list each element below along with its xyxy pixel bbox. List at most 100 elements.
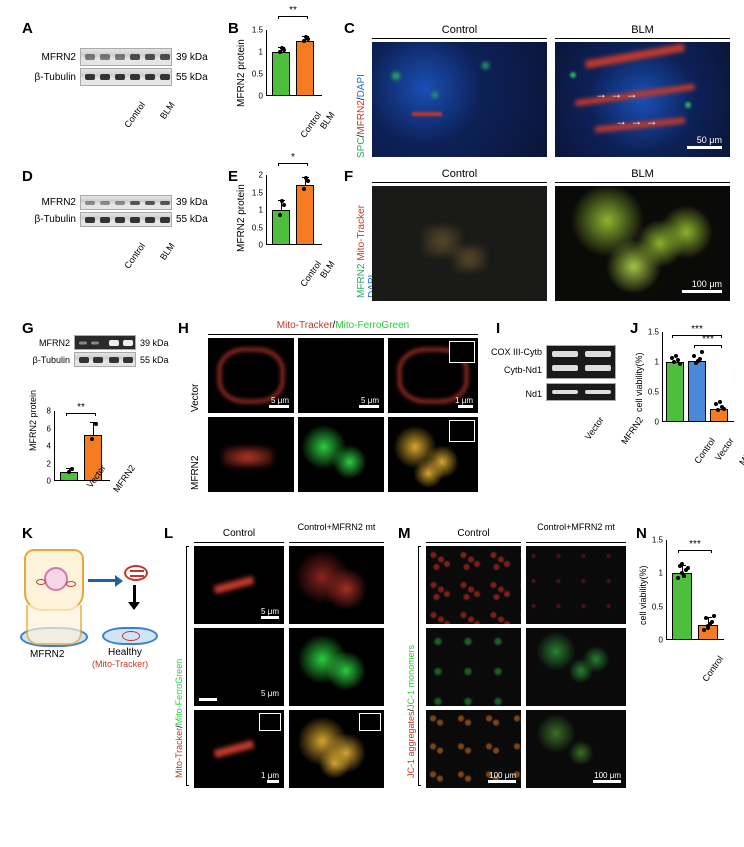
blot-strip — [74, 352, 136, 367]
e-ylabel: MFRN2 protein — [236, 183, 247, 253]
m-legend: JC-1 aggregates/JC-1 monomers — [406, 548, 416, 778]
micro-blm: 100 μm — [555, 186, 730, 301]
panel-d-label: D — [22, 168, 33, 185]
panel-b-chart: MFRN2 protein 0 0.5 1 1.5 ** Control BLM — [240, 30, 296, 96]
xlab: Vector — [85, 463, 108, 490]
bar-control — [666, 362, 684, 422]
band-nd1: Nd1 — [490, 389, 542, 399]
tick: 1 — [259, 47, 263, 56]
hdr-mfrn2mt: Control+MFRN2 mt — [526, 522, 626, 532]
hdr-mfrn2mt: Control+MFRN2 mt — [289, 522, 384, 532]
h-vector-red: 5 μm — [208, 338, 294, 413]
tick: 6 — [47, 424, 51, 433]
m-c-merge: 100 μm — [426, 710, 521, 788]
k-label-mt: (Mito-Tracker) — [92, 659, 148, 669]
c-legend: SPC/MFRN2/DAPI — [356, 48, 367, 158]
protein-mfrn2: MFRN2 — [32, 338, 70, 348]
size-55: 55 kDa — [140, 355, 169, 365]
panel-k-label: K — [22, 525, 33, 542]
l-m-green — [289, 628, 384, 706]
tick: 2 — [47, 459, 51, 468]
xlab: Vector — [713, 436, 736, 463]
micro-control — [372, 42, 547, 157]
tick: 1.5 — [652, 536, 663, 545]
blot-strip — [80, 68, 172, 86]
bar-control — [272, 52, 290, 96]
panel-g: MFRN2 39 kDa β-Tubulin 55 kDa MFRN2 prot… — [32, 335, 169, 437]
gel-bot — [546, 383, 616, 401]
tick: 0 — [47, 477, 51, 486]
tick: 2 — [259, 171, 263, 180]
scale: 5 μm — [361, 396, 379, 405]
hdr-control: Control — [194, 528, 284, 539]
tick: 0.5 — [652, 602, 663, 611]
band-cox: COX III-Cytb — [490, 347, 542, 357]
hdr-control: Control — [372, 168, 547, 180]
panel-m-label: M — [398, 525, 411, 542]
protein-mfrn2: MFRN2 — [32, 52, 76, 63]
j-ylabel: cell viability(%) — [634, 342, 644, 422]
m-m-red — [526, 546, 626, 624]
panel-f-label: F — [344, 168, 353, 185]
tick: 0.5 — [648, 387, 659, 396]
hdr-blm: BLM — [555, 168, 730, 180]
panel-k-schematic: MFRN2 Healthy (Mito-Tracker) — [20, 545, 155, 705]
panel-a-label: A — [22, 20, 33, 37]
sig-j2: *** — [694, 334, 722, 345]
scale: 100 μm — [489, 771, 516, 780]
m-c-red — [426, 546, 521, 624]
micro-blm: → → → → → → 50 μm — [555, 42, 730, 157]
scale: 5 μm — [271, 396, 289, 405]
blot-strip — [80, 48, 172, 66]
l-c-merge: 1 μm — [194, 710, 284, 788]
cell-mfrn2 — [24, 549, 84, 611]
bar-control — [672, 573, 692, 640]
tick: 0 — [259, 92, 263, 101]
protein-tubulin: β-Tubulin — [32, 214, 76, 225]
panel-i-label: I — [496, 320, 500, 337]
size-39: 39 kDa — [176, 197, 208, 208]
sig-n: *** — [678, 539, 712, 550]
panel-l-label: L — [164, 525, 173, 542]
h-vector-green: 5 μm — [298, 338, 384, 413]
scale: 100 μm — [594, 771, 621, 780]
size-39: 39 kDa — [140, 338, 169, 348]
scale: 5 μm — [261, 689, 279, 698]
l-legend: Mito-Tracker/Mito-FerroGreen — [174, 548, 184, 778]
gel-top — [546, 345, 616, 379]
k-label-healthy: Healthy — [108, 647, 142, 658]
xlab: Vector — [583, 415, 606, 442]
tick: 1 — [655, 357, 659, 366]
bar-blm — [296, 185, 314, 245]
tick: 8 — [47, 407, 51, 416]
tick: 1 — [259, 206, 263, 215]
tick: 1.5 — [252, 188, 263, 197]
dish-right — [102, 627, 158, 645]
xlab: MFRN2 — [737, 436, 744, 467]
size-55: 55 kDa — [176, 214, 208, 225]
tick: 0 — [259, 241, 263, 250]
n-ylabel: cell viability(%) — [638, 550, 648, 640]
blot-strip — [74, 335, 136, 350]
protein-tubulin: β-Tubulin — [32, 72, 76, 83]
sig-e: * — [278, 152, 308, 163]
h-mfrn2-red — [208, 417, 294, 492]
group-control: Control — [122, 241, 147, 271]
group-blm: BLM — [158, 241, 177, 262]
panel-j-chart: cell viability(%) 0 0.5 1 1.5 *** *** Co… — [638, 332, 710, 422]
xlab: Control — [700, 654, 725, 684]
row-vector: Vector — [190, 342, 201, 412]
protein-mfrn2: MFRN2 — [32, 197, 76, 208]
h-mfrn2-green — [298, 417, 384, 492]
m-m-merge: 100 μm — [526, 710, 626, 788]
hdr-control: Control — [372, 24, 547, 36]
blot-strip — [80, 195, 172, 210]
scale: 1 μm — [261, 771, 279, 780]
panel-e-chart: MFRN2 protein 0 0.5 1 1.5 2 * Control BL… — [240, 175, 296, 245]
tick: 1.5 — [648, 328, 659, 337]
scale-f: 100 μm — [692, 279, 722, 289]
h-legend: Mito-Tracker/Mito-FerroGreen — [208, 320, 478, 331]
xlab: MFRN2 — [111, 463, 137, 494]
size-55: 55 kDa — [176, 72, 208, 83]
h-vector-merge: 1 μm — [388, 338, 478, 413]
